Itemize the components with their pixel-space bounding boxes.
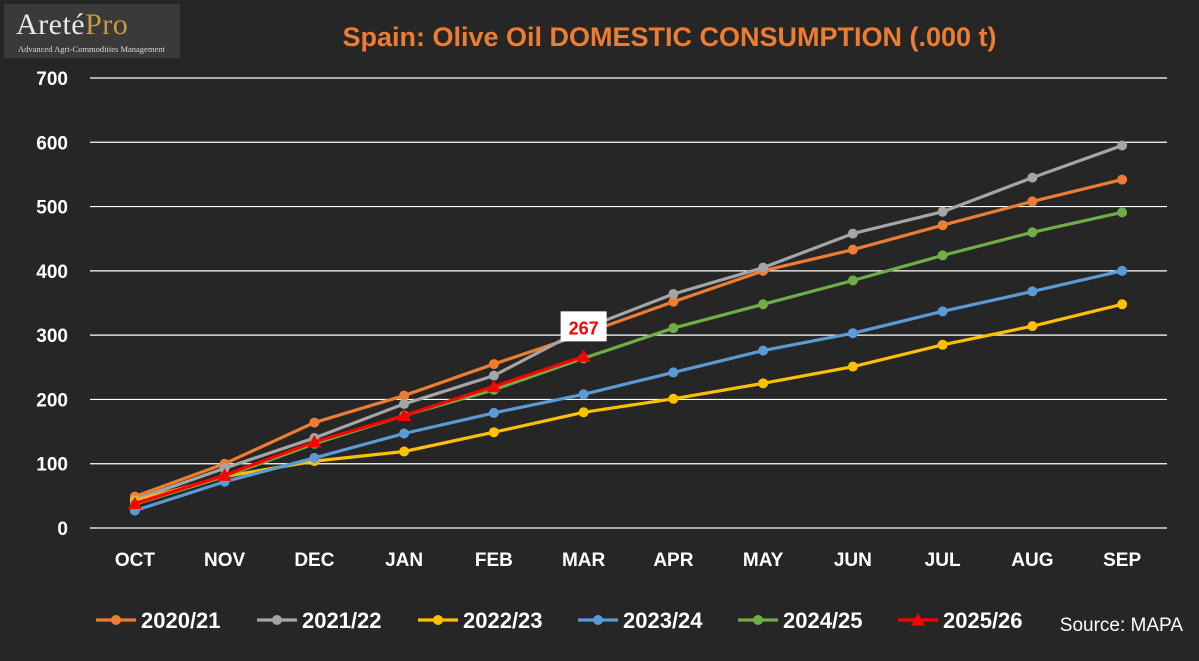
source-note: Source: MAPA: [1059, 615, 1183, 636]
y-tick-label: 300: [36, 326, 68, 347]
legend-label-2025-26: 2025/26: [943, 608, 1023, 633]
x-tick-label-feb: FEB: [475, 550, 513, 571]
legend-marker-2021-22: [272, 615, 282, 625]
data-point-2022-23-mar: [578, 407, 589, 418]
series-line-2021-22: [134, 143, 1123, 502]
legend-label-2023-24: 2023/24: [623, 608, 703, 633]
annotation-box: [560, 311, 607, 342]
data-point-2023-24-jul: [937, 306, 948, 317]
logo-main-text: Areté: [16, 8, 86, 41]
data-point-2020-21-aug: [1027, 196, 1038, 207]
x-tick-label-jan: JAN: [385, 550, 423, 571]
x-tick-label-mar: MAR: [562, 550, 606, 571]
data-point-2023-24-apr: [668, 367, 679, 378]
y-tick-label: 500: [36, 198, 68, 219]
data-point-2023-24-feb: [488, 407, 499, 418]
data-point-2022-23-sep: [1117, 299, 1128, 310]
x-tick-label-dec: DEC: [294, 550, 334, 571]
data-point-2021-22-jun: [847, 228, 858, 239]
data-point-2023-24-mar: [578, 389, 589, 400]
legend-marker-2025-26: [911, 613, 925, 626]
data-point-2021-22-feb: [488, 370, 499, 381]
legend-label-2021-22: 2021/22: [302, 608, 382, 633]
y-tick-label: 200: [36, 390, 68, 411]
chart-title: Spain: Olive Oil DOMESTIC CONSUMPTION (.…: [342, 22, 997, 52]
data-point-2022-23-jul: [937, 339, 948, 350]
series-line-2020-21: [134, 178, 1123, 499]
y-tick-label: 400: [36, 262, 68, 283]
data-point-2020-21-jul: [937, 220, 948, 231]
data-point-2022-23-feb: [488, 427, 499, 438]
data-point-2022-23-apr: [668, 393, 679, 404]
logo-accent-text: Pro: [85, 8, 129, 41]
series-line-2023-24: [134, 269, 1123, 513]
data-point-2021-22-aug: [1027, 172, 1038, 183]
data-point-2023-24-jan: [399, 428, 410, 439]
logo-tagline: Advanced Agri-Commodities Management: [18, 44, 165, 54]
data-point-2021-22-jan: [399, 398, 410, 409]
series-line-2024-25: [134, 210, 1123, 506]
data-point-2021-22-sep: [1117, 140, 1128, 151]
data-point-2024-25-may: [758, 299, 769, 310]
data-point-2024-25-jul: [937, 250, 948, 261]
y-tick-label: 100: [36, 455, 68, 476]
x-tick-label-jul: JUL: [925, 550, 961, 571]
data-point-2022-23-may: [758, 378, 769, 389]
logo-wordmark: AretéPro: [16, 8, 128, 42]
data-point-2025-26-oct: [127, 496, 142, 510]
legend-label-2024-25: 2024/25: [783, 608, 863, 633]
data-point-2022-23-aug: [1027, 321, 1038, 332]
data-point-2022-23-jun: [847, 361, 858, 372]
x-tick-label-jun: JUN: [834, 550, 872, 571]
y-tick-label: 600: [36, 133, 68, 154]
data-point-2020-21-feb: [488, 359, 499, 370]
data-point-2020-21-jun: [847, 244, 858, 255]
x-tick-label-sep: SEP: [1103, 550, 1141, 571]
data-point-2020-21-dec: [309, 417, 320, 428]
data-point-2023-24-sep: [1117, 265, 1128, 276]
data-point-2025-26-dec: [307, 434, 322, 448]
data-point-2024-25-sep: [1117, 207, 1128, 218]
data-point-2023-24-aug: [1027, 286, 1038, 297]
legend-marker-2020-21: [111, 615, 121, 625]
data-point-2024-25-aug: [1027, 227, 1038, 238]
legend-marker-2024-25: [753, 615, 763, 625]
data-point-2025-26-nov: [217, 468, 232, 481]
data-point-2021-22-may: [758, 262, 769, 273]
data-point-2020-21-jan: [399, 390, 410, 401]
data-point-2025-26-feb: [486, 379, 501, 393]
data-point-2021-22-jul: [937, 206, 948, 217]
data-point-2023-24-may: [758, 345, 769, 356]
annotation-label: 267: [569, 318, 599, 338]
x-tick-label-may: MAY: [743, 550, 784, 571]
data-point-2021-22-nov: [219, 463, 230, 474]
legend-marker-2023-24: [593, 615, 603, 625]
x-tick-label-apr: APR: [653, 550, 693, 571]
series-line-2022-23: [134, 302, 1123, 503]
x-tick-label-nov: NOV: [204, 550, 246, 571]
data-point-2020-21-sep: [1117, 174, 1128, 185]
data-point-2024-25-apr: [668, 323, 679, 334]
y-tick-label: 0: [57, 519, 68, 540]
data-point-2021-22-apr: [668, 289, 679, 299]
series-line-2025-26: [134, 354, 585, 506]
data-point-2025-26-mar: [576, 349, 591, 362]
x-tick-label-oct: OCT: [115, 550, 156, 571]
y-tick-label: 700: [36, 69, 68, 90]
arete-pro-logo: AretéPro Advanced Agri-Commodities Manag…: [4, 4, 180, 58]
data-point-2022-23-jan: [399, 446, 410, 457]
legend-label-2022-23: 2022/23: [463, 608, 543, 633]
legend-label-2020-21: 2020/21: [141, 608, 221, 633]
data-point-2024-25-jun: [847, 275, 858, 286]
data-point-2020-21-apr: [668, 296, 679, 307]
data-point-2023-24-dec: [309, 452, 320, 463]
data-point-2023-24-jun: [847, 328, 858, 339]
legend-marker-2022-23: [433, 615, 443, 625]
data-point-2025-26-jan: [397, 408, 412, 422]
x-tick-label-aug: AUG: [1011, 550, 1053, 571]
